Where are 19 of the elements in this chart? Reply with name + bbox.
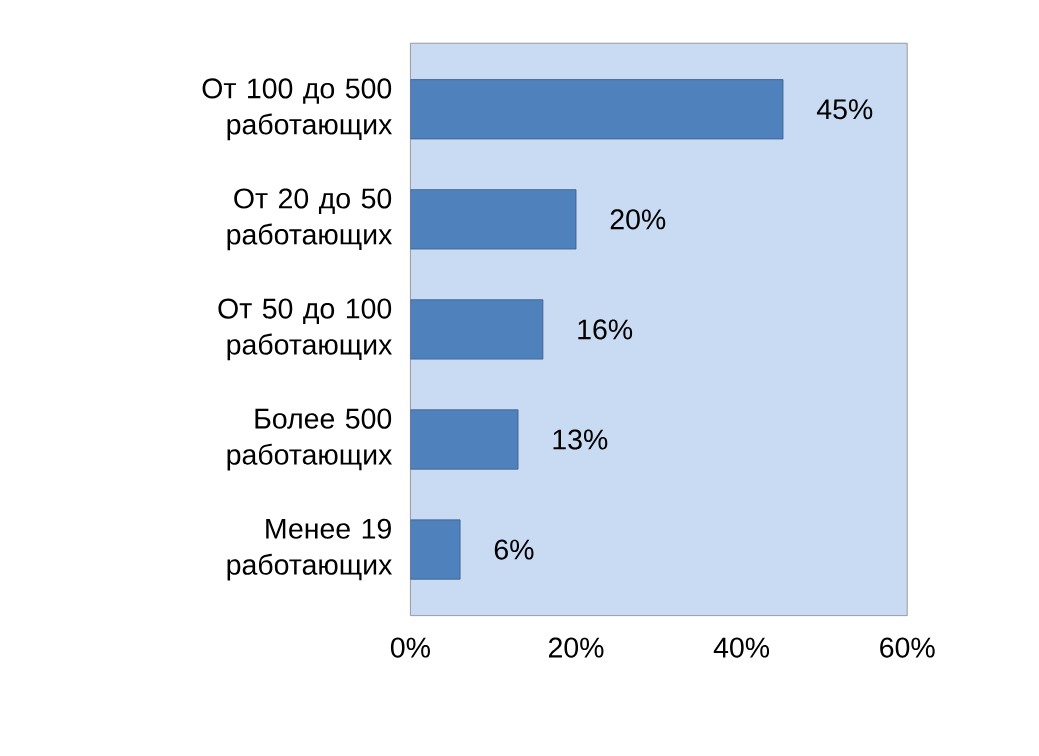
bar [410,409,519,470]
x-tick-label: 40% [713,637,770,658]
bar [410,79,784,140]
y-tick-label: Более 500 работающих [227,408,393,471]
bar [410,299,544,360]
y-tick-label: От 50 до 100 работающих [218,298,393,361]
data-label: 13% [553,429,608,450]
data-label: 20% [610,209,666,230]
bar [410,519,461,580]
x-tick-label: 20% [548,637,604,658]
data-label: 6% [494,539,534,560]
data-label: 45% [816,99,873,120]
data-label: 16% [578,319,633,340]
bar [410,189,577,250]
y-tick-label: От 100 до 500 работающих [202,78,393,141]
x-tick-label: 0% [390,637,430,658]
x-tick-label: 60% [880,637,935,658]
y-tick-label: От 20 до 50 работающих [227,188,393,251]
y-tick-label: Менее 19 работающих [227,518,393,581]
